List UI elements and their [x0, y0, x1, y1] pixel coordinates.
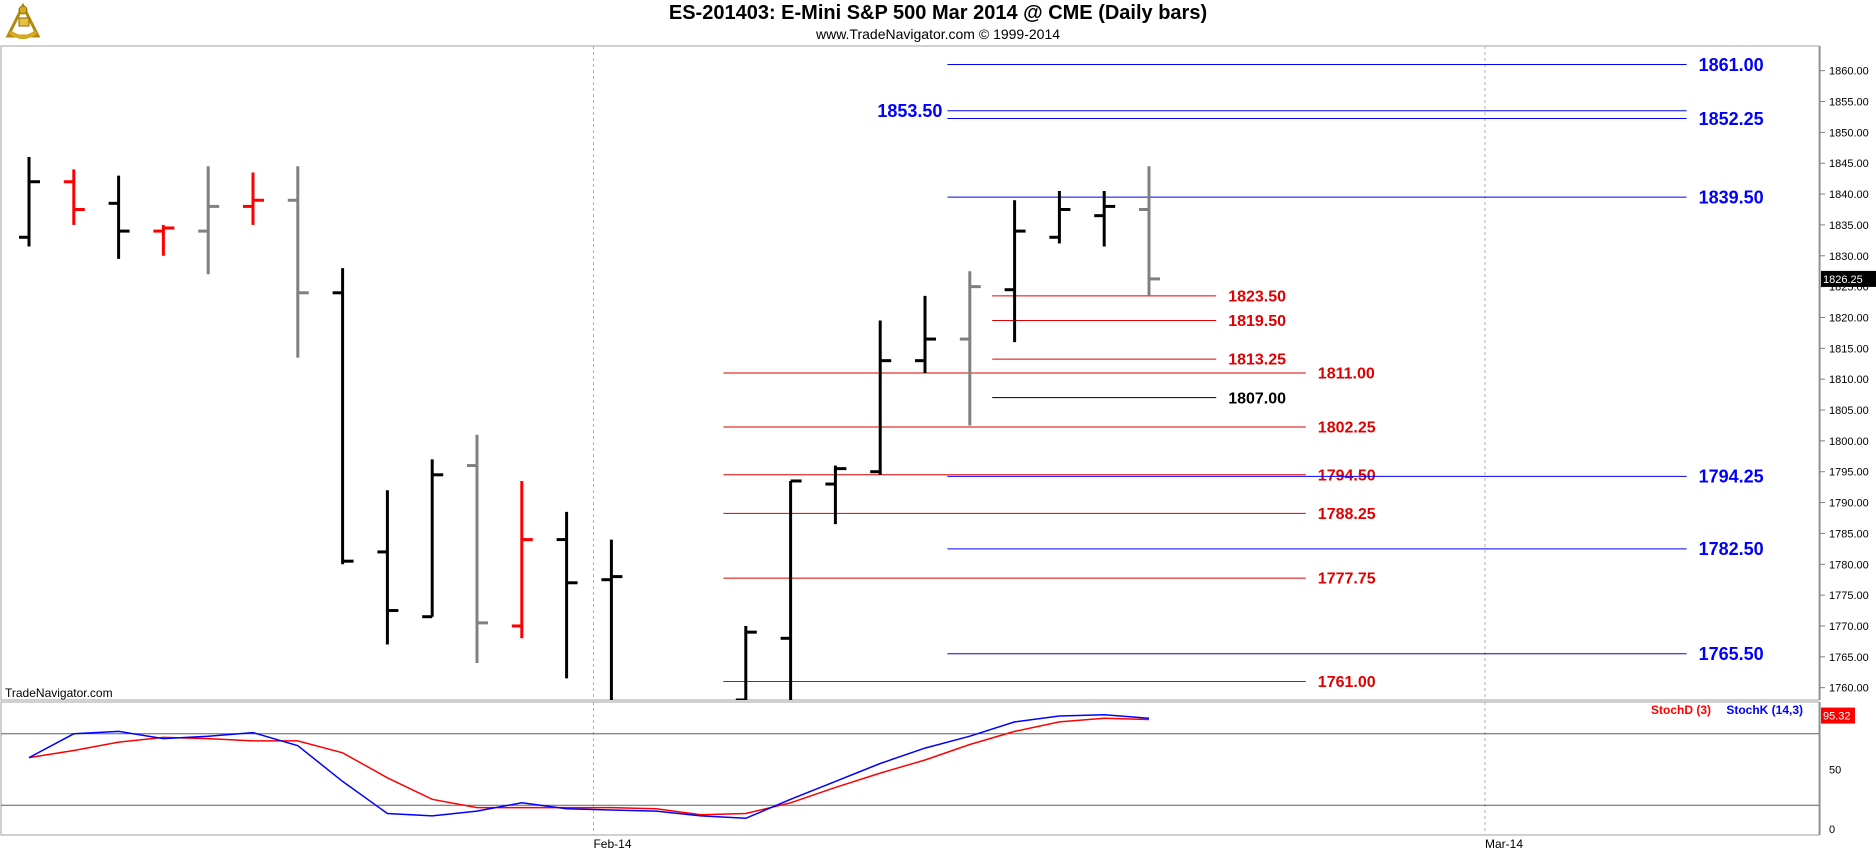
y-tick-label: 1830.00	[1829, 251, 1869, 263]
ohlc-bar	[511, 480, 533, 639]
legend-stoch-d: StochD (3)	[1651, 703, 1711, 717]
y-tick-label: 1775.00	[1829, 590, 1869, 602]
ohlc-bar	[959, 271, 981, 426]
price-level-label: 1765.50	[1699, 644, 1764, 664]
ohlc-bar	[108, 175, 130, 259]
last-price-box	[1821, 270, 1876, 287]
y-tick-label: 1805.00	[1829, 405, 1869, 417]
ohlc-bar	[870, 320, 892, 475]
ohlc-bar	[1139, 166, 1160, 296]
stoch-y-tick-label: 0	[1829, 824, 1835, 836]
price-level-label: 1807.00	[1228, 390, 1286, 407]
price-level-label: 1794.25	[1699, 467, 1764, 487]
price-level-label: 1819.50	[1228, 313, 1286, 330]
ohlc-bar	[1094, 190, 1116, 247]
ohlc-bar	[332, 268, 354, 565]
ohlc-bar	[422, 459, 444, 619]
price-level-label: 1777.75	[1318, 571, 1376, 588]
price-level-label: 1852.25	[1699, 109, 1764, 129]
y-tick-label: 1785.00	[1829, 528, 1869, 540]
stoch-last-value-label: 95.32	[1823, 711, 1851, 723]
price-level-label: 1788.25	[1318, 506, 1376, 523]
ohlc-bar	[153, 224, 175, 256]
stoch-panel: StochD (3) StochK (14,3)	[0, 701, 1820, 836]
stoch-last-value-box	[1821, 707, 1855, 724]
y-tick-label: 1790.00	[1829, 498, 1869, 510]
price-level-label: 1811.00	[1318, 366, 1375, 383]
y-tick-label: 1840.00	[1829, 189, 1869, 201]
ohlc-bar	[1004, 200, 1026, 343]
watermark-text: TradeNavigator.com	[5, 686, 113, 700]
ohlc-bar	[19, 157, 40, 247]
stoch-panel-frame	[0, 701, 1820, 836]
price-level-label: 1823.50	[1228, 288, 1286, 305]
ohlc-bar	[198, 166, 220, 275]
ohlc-bar	[825, 465, 847, 525]
stoch-y-tick-label: 50	[1829, 765, 1841, 777]
ohlc-bar	[915, 295, 936, 373]
price-level-label: 1813.25	[1228, 352, 1286, 369]
legend-stoch-k: StochK (14,3)	[1726, 703, 1803, 717]
x-tick-label: Feb-14	[593, 837, 631, 851]
x-tick-label: Mar-14	[1485, 837, 1523, 851]
ohlc-bar	[780, 479, 802, 700]
stoch-y-axis: 0 50 95.32	[1819, 702, 1855, 836]
ohlc-bar	[735, 625, 757, 700]
y-tick-label: 1795.00	[1829, 467, 1869, 479]
ohlc-bar	[377, 490, 399, 645]
sextant-logo-icon	[5, 2, 41, 39]
y-tick-label: 1780.00	[1829, 559, 1869, 571]
y-tick-label: 1820.00	[1829, 312, 1869, 324]
y-tick-label: 1850.00	[1829, 127, 1869, 139]
stoch-series-line-0	[28, 717, 1150, 816]
last-price-label: 1826.25	[1823, 274, 1863, 286]
ohlc-bar	[556, 511, 578, 679]
main-y-axis: 1760.00 1765.00 1770.00 1775.00 1780.00 1785.…	[1819, 46, 1876, 700]
y-tick-label: 1760.00	[1829, 683, 1869, 695]
price-level-label: 1802.25	[1318, 420, 1376, 437]
y-tick-label: 1810.00	[1829, 374, 1869, 386]
x-axis: Feb-14 Mar-14	[593, 837, 1523, 851]
ohlc-bar	[287, 166, 309, 358]
ohlc-bar	[63, 169, 85, 225]
y-tick-label: 1845.00	[1829, 158, 1869, 170]
y-tick-label: 1765.00	[1829, 652, 1869, 664]
stoch-series-line-1	[28, 714, 1150, 820]
ohlc-bar	[1049, 190, 1071, 244]
ohlc-bar	[243, 172, 264, 225]
y-tick-label: 1770.00	[1829, 621, 1869, 633]
y-tick-label: 1860.00	[1829, 66, 1869, 78]
main-panel: 1861.00 1853.50 1852.25 1839.50 1823.50 1819.…	[0, 45, 1820, 701]
price-level-label: 1861.00	[1699, 55, 1764, 75]
y-tick-label: 1855.00	[1829, 97, 1869, 109]
price-level-label: 1853.50	[877, 101, 942, 121]
ohlc-bar	[467, 434, 488, 663]
price-level-label: 1839.50	[1699, 187, 1764, 207]
price-level-label: 1761.00	[1318, 674, 1376, 691]
y-tick-label: 1835.00	[1829, 220, 1869, 232]
price-level-label: 1782.50	[1699, 539, 1764, 559]
y-tick-label: 1815.00	[1829, 343, 1869, 355]
chart-subtitle: www.TradeNavigator.com © 1999-2014	[815, 26, 1061, 42]
y-tick-label: 1800.00	[1829, 436, 1869, 448]
chart-title: ES-201403: E-Mini S&P 500 Mar 2014 @ CME…	[668, 2, 1208, 24]
ohlc-bar	[601, 539, 623, 700]
